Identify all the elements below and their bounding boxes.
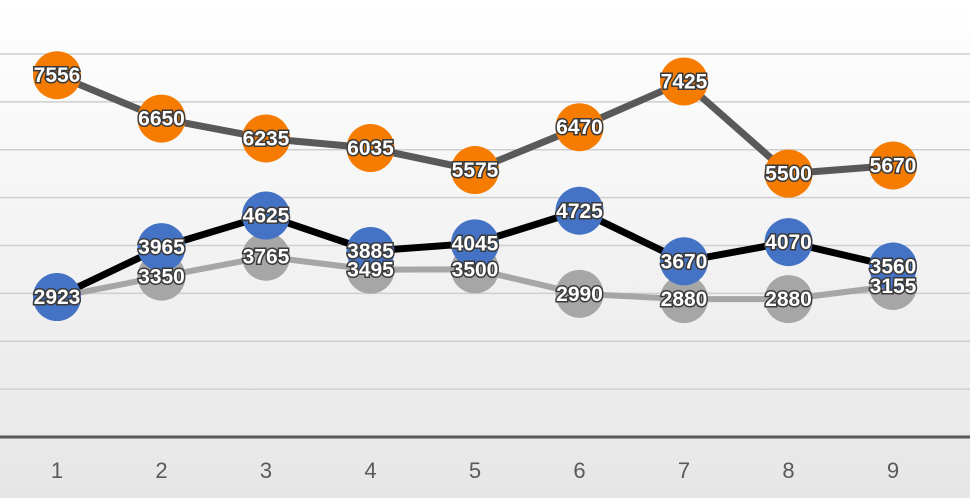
data-markers [33, 51, 917, 324]
data-marker [137, 223, 186, 272]
x-tick-labels: 1 2 3 4 5 6 7 8 9 [51, 458, 899, 483]
data-marker [346, 124, 395, 173]
data-marker [660, 237, 708, 286]
data-label: 7425 [661, 70, 708, 93]
data-marker [242, 114, 290, 163]
x-tick-label: 8 [782, 458, 794, 483]
data-label: 3155 [870, 275, 917, 298]
data-label: 2923 [34, 286, 81, 309]
data-label: 4070 [765, 231, 812, 254]
data-label: 4045 [452, 232, 499, 255]
data-label: 7556 [34, 64, 81, 87]
x-tick-label: 4 [364, 458, 376, 483]
x-tick-label: 7 [678, 458, 690, 483]
x-tick-label: 6 [573, 458, 585, 483]
data-marker [555, 103, 604, 152]
data-marker [869, 242, 917, 291]
data-marker [451, 146, 499, 195]
data-marker [555, 269, 604, 318]
data-marker [555, 186, 604, 235]
data-label: 4725 [556, 200, 603, 223]
x-tick-label: 1 [51, 458, 63, 483]
data-label: 5575 [452, 159, 499, 182]
data-label: 2880 [661, 288, 708, 311]
data-label: 6650 [138, 108, 185, 131]
data-marker [242, 191, 290, 240]
data-marker [33, 273, 81, 322]
data-marker [451, 219, 499, 268]
data-label: 4625 [243, 205, 290, 228]
data-label: 6035 [347, 137, 394, 160]
x-tick-label: 9 [887, 458, 899, 483]
data-label: 6235 [243, 127, 290, 150]
data-label: 3670 [661, 250, 708, 273]
x-tick-label: 2 [155, 458, 167, 483]
data-label: 3495 [347, 259, 394, 282]
data-marker [137, 94, 186, 143]
data-label: 3560 [870, 256, 917, 279]
data-marker [660, 57, 708, 106]
data-marker [764, 149, 813, 198]
data-marker [33, 51, 81, 100]
data-label: 5500 [765, 163, 812, 186]
data-marker [346, 226, 395, 275]
data-label: 3765 [243, 246, 290, 269]
data-label: 2923 [34, 286, 81, 309]
data-label: 3500 [452, 258, 499, 281]
data-marker [242, 232, 290, 281]
data-label: 5670 [870, 155, 917, 178]
data-label: 3350 [138, 266, 185, 289]
x-tick-label: 3 [260, 458, 272, 483]
data-label: 2990 [556, 283, 603, 306]
x-tick-label: 5 [469, 458, 481, 483]
data-label: 2880 [765, 288, 812, 311]
data-label: 3965 [138, 236, 185, 259]
data-marker [869, 141, 917, 190]
data-marker [660, 275, 708, 324]
data-label: 6470 [556, 116, 603, 139]
data-label: 3885 [347, 240, 394, 263]
data-marker [764, 218, 813, 267]
data-marker [764, 275, 813, 324]
